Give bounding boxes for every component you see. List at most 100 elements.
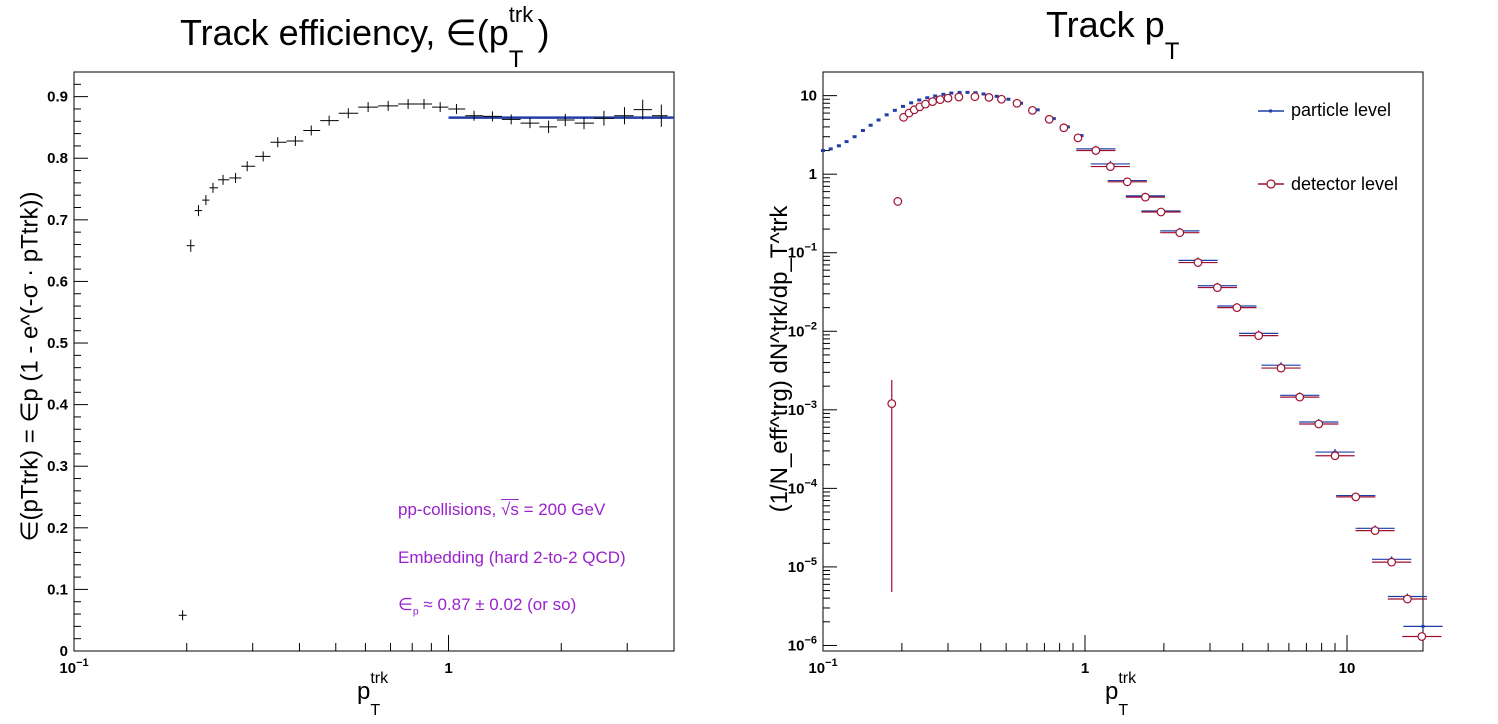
efficiency-y-tick-label: 0.4 — [47, 397, 69, 414]
particle-level-point — [876, 118, 881, 122]
detector-level-point — [893, 197, 903, 206]
efficiency-x-tick-label: 10−1 — [59, 657, 88, 677]
efficiency-y-tick-label: 0.7 — [47, 212, 68, 229]
detector-level-point — [1122, 177, 1132, 187]
spectrum-y-tick-label: 10−2 — [788, 320, 817, 340]
detector-level-point — [1091, 146, 1101, 155]
detector-level-point — [935, 95, 945, 105]
particle-level-point — [884, 113, 889, 117]
particle-level-point — [909, 101, 914, 105]
spectrum-x-tick-label: 1 — [1081, 660, 1089, 677]
detector-level-point — [1059, 123, 1069, 133]
efficiency-plot-title: Track efficiency, ∈(p trk T) — [180, 2, 550, 74]
detector-level-point — [1193, 258, 1203, 267]
efficiency-y-axis-label: ∈(pTtrk) = ∈p (1 - e^(-σ · pTtrk)) — [16, 191, 44, 542]
particle-level-point — [981, 92, 986, 96]
efficiency-plot: 0 0.1 0.2 0.3 0.4 0.5 0.6 0.7 0.8 0.9 10−1 1 — [47, 71, 675, 677]
detector-level-point — [1156, 207, 1166, 217]
detector-level-point — [887, 399, 897, 409]
spectrum-y-tick-label: 10 — [800, 88, 817, 105]
detector-level-point — [1175, 228, 1185, 238]
detector-level-point — [1402, 594, 1412, 604]
spectrum-plot-title: Track pT — [1046, 4, 1180, 66]
detector-level-point — [1028, 105, 1037, 115]
particle-level-point — [933, 94, 938, 98]
particle-level-point — [868, 123, 873, 127]
particle-level-point — [1035, 108, 1040, 112]
efficiency-y-tick-label: 0.6 — [47, 273, 68, 290]
particle-level-point — [860, 128, 865, 132]
spectrum-y-tick-label: 1 — [809, 166, 817, 183]
detector-level-point — [1330, 451, 1340, 461]
particle-level-point — [828, 147, 833, 151]
particle-level-point — [965, 90, 970, 94]
detector-level-point — [1232, 303, 1242, 313]
efficiency-x-axis-label: p trk T — [357, 670, 389, 719]
particle-level-point — [917, 98, 922, 102]
legend-detector-marker — [1266, 179, 1276, 189]
detector-level-point — [970, 92, 980, 102]
detector-level-point — [997, 94, 1006, 104]
particle-level-point — [949, 91, 954, 95]
spectrum-x-tick-label: 10 — [1339, 660, 1356, 677]
detector-level-point — [1351, 492, 1361, 502]
spectrum-y-tick-label: 10−6 — [788, 634, 817, 654]
particle-level-point — [1051, 117, 1056, 121]
efficiency-y-tick-label: 0.2 — [47, 520, 68, 537]
efficiency-y-tick-label: 0.1 — [47, 581, 68, 598]
particle-level-point — [821, 149, 825, 153]
efficiency-plot-frame — [73, 71, 675, 652]
spectrum-plot: 10−6 10−5 10−4 10−3 10−2 10−1 1 10 10−1 1 10 — [788, 71, 1443, 677]
spectrum-y-tick-label: 10−1 — [788, 242, 817, 262]
detector-level-point — [1387, 557, 1397, 567]
detector-level-point — [928, 97, 937, 106]
efficiency-y-tick-label: 0 — [60, 643, 68, 660]
efficiency-x-tick-label: 1 — [444, 660, 452, 677]
detector-level-point — [1370, 526, 1380, 535]
detector-level-point — [1044, 114, 1054, 124]
efficiency-y-tick-label: 0.3 — [47, 458, 68, 475]
legend-detector-level: detector level — [1291, 174, 1399, 194]
efficiency-y-tick-label: 0.5 — [47, 335, 68, 352]
particle-level-point — [844, 140, 849, 144]
spectrum-y-tick-label: 10−5 — [788, 556, 817, 576]
efficiency-y-tick-label: 0.8 — [47, 150, 68, 167]
spectrum-y-tick-label: 10−3 — [788, 399, 817, 419]
particle-level-point — [892, 108, 897, 112]
detector-level-point — [1012, 98, 1022, 108]
legend-particle-marker — [1269, 109, 1272, 113]
detector-level-point — [921, 99, 930, 109]
detector-level-point — [1417, 632, 1427, 641]
spectrum-x-axis-label: p trk T — [1105, 670, 1137, 719]
legend-particle-level: particle level — [1291, 100, 1392, 120]
particle-level-point — [941, 92, 946, 96]
efficiency-y-tick-label: 0.9 — [47, 89, 68, 106]
detector-level-point — [1140, 192, 1150, 202]
particle-level-point — [901, 104, 906, 108]
detector-level-point — [1314, 419, 1324, 429]
detector-level-point — [1105, 162, 1115, 171]
detector-level-point — [1254, 331, 1264, 341]
spectrum-x-tick-label: 10−1 — [808, 657, 837, 677]
detector-level-point — [984, 92, 994, 102]
detector-level-point — [943, 93, 953, 103]
detector-level-point — [1212, 283, 1222, 292]
particle-level-point — [925, 96, 930, 100]
spectrum-plot-frame — [822, 71, 1424, 652]
detector-level-point — [954, 92, 964, 102]
detector-level-point — [1276, 363, 1286, 373]
detector-level-point — [1295, 392, 1305, 402]
collision-system-note: pp-collisions, √s = 200 GeV — [398, 500, 606, 519]
detector-level-point — [1073, 133, 1083, 143]
particle-level-point — [1421, 624, 1425, 628]
particle-level-point — [1006, 97, 1011, 101]
particle-level-point — [994, 94, 999, 98]
spectrum-y-axis-label: (1/N_eff^trg) dN^trk/dp_T^trk — [766, 205, 793, 513]
efficiency-value-note: ∈p ≈ 0.87 ± 0.02 (or so) — [398, 595, 577, 618]
embedding-note: Embedding (hard 2-to-2 QCD) — [398, 548, 626, 567]
particle-level-point — [836, 144, 841, 148]
particle-level-point — [957, 90, 962, 94]
particle-level-point — [852, 135, 857, 139]
spectrum-y-tick-label: 10−4 — [788, 477, 818, 497]
